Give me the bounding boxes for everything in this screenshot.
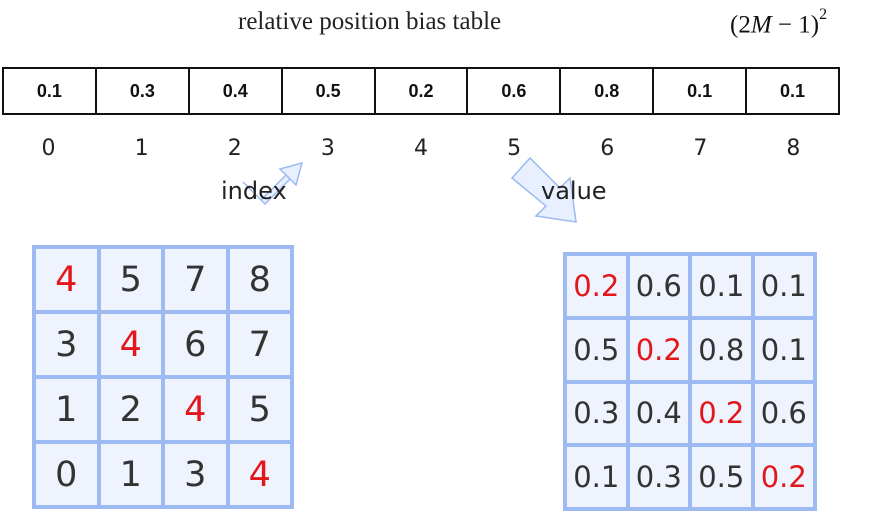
value-grid-cell: 0.2 xyxy=(627,317,690,382)
bias-table-index: 2 xyxy=(227,135,242,161)
index-grid-cell: 5 xyxy=(98,247,163,312)
formula-exponent: 2 xyxy=(819,6,828,23)
value-grid-cell: 0.2 xyxy=(690,381,753,446)
index-grid-cell: 8 xyxy=(227,247,292,312)
index-grid-cell: 2 xyxy=(98,377,163,442)
index-grid-cell: 3 xyxy=(34,312,99,377)
bias-table-cell: 0.5 xyxy=(283,69,376,113)
bias-table-cell: 0.6 xyxy=(468,69,562,113)
bias-table-index: 6 xyxy=(600,135,615,161)
index-grid-cell: 4 xyxy=(98,312,163,377)
bias-table-index: 3 xyxy=(320,135,335,161)
bias-table-indices: 0 1 2 3 4 5 6 7 8 xyxy=(2,133,840,163)
index-grid-cell: 1 xyxy=(34,377,99,442)
value-grid-cell: 0.2 xyxy=(565,254,628,318)
bias-table-index: 4 xyxy=(413,135,428,161)
value-grid-cell: 0.1 xyxy=(752,317,815,382)
value-grid-cell: 0.5 xyxy=(690,445,753,509)
bias-table-cell: 0.1 xyxy=(654,69,748,113)
formula-variable: M xyxy=(750,11,772,39)
bias-table-index: 0 xyxy=(41,135,56,161)
value-label: value xyxy=(541,177,607,205)
bias-table-index: 1 xyxy=(134,135,149,161)
value-grid-cell: 0.4 xyxy=(627,381,690,446)
index-grid-cell: 4 xyxy=(163,377,228,442)
bias-table-cell: 0.8 xyxy=(561,69,655,113)
index-label: index xyxy=(221,177,287,205)
bias-table-index: 7 xyxy=(693,135,708,161)
value-grid-cell: 0.3 xyxy=(565,381,628,446)
index-grid-cell: 4 xyxy=(227,442,292,507)
table-size-formula: (2M − 1)2 xyxy=(730,6,828,39)
diagram-title: relative position bias table xyxy=(238,8,502,35)
bias-table-cell: 0.1 xyxy=(780,80,806,101)
bias-table-cell: 0.4 xyxy=(190,69,283,113)
index-grid-cell: 1 xyxy=(98,442,163,507)
bias-table-index: 5 xyxy=(507,135,522,161)
value-grid-cell: 0.3 xyxy=(627,445,690,509)
value-grid-cell: 0.1 xyxy=(752,254,815,318)
value-grid-cell: 0.2 xyxy=(752,445,815,509)
bias-table: 0.1 0.3 0.4 0.5 0.2 0.6 0.8 0.1 0.1 xyxy=(2,67,840,115)
index-grid-cell: 0 xyxy=(34,442,99,507)
bias-table-cell: 0.1 xyxy=(4,69,97,113)
bias-table-cell: 0.2 xyxy=(376,69,469,113)
bias-table-index: 8 xyxy=(786,135,801,161)
index-grid-cell: 7 xyxy=(227,312,292,377)
index-grid-cell: 3 xyxy=(163,442,228,507)
relative-position-bias-value-grid: 0.2 0.6 0.1 0.1 0.5 0.2 0.8 0.1 0.3 0.4 0.2 0.6 0.1 0… xyxy=(563,252,817,511)
index-grid-cell: 4 xyxy=(34,247,99,312)
formula-base: 2M − 1 xyxy=(738,11,811,39)
value-grid-cell: 0.6 xyxy=(752,381,815,446)
index-grid-cell: 6 xyxy=(163,312,228,377)
index-grid-cell: 7 xyxy=(163,247,228,312)
value-grid-cell: 0.6 xyxy=(627,254,690,318)
bias-table-cell: 0.3 xyxy=(97,69,190,113)
value-grid-cell: 0.8 xyxy=(690,317,753,382)
value-grid-cell: 0.1 xyxy=(565,445,628,509)
value-grid-cell: 0.5 xyxy=(565,317,628,382)
index-grid-cell: 5 xyxy=(227,377,292,442)
value-grid-cell: 0.1 xyxy=(690,254,753,318)
